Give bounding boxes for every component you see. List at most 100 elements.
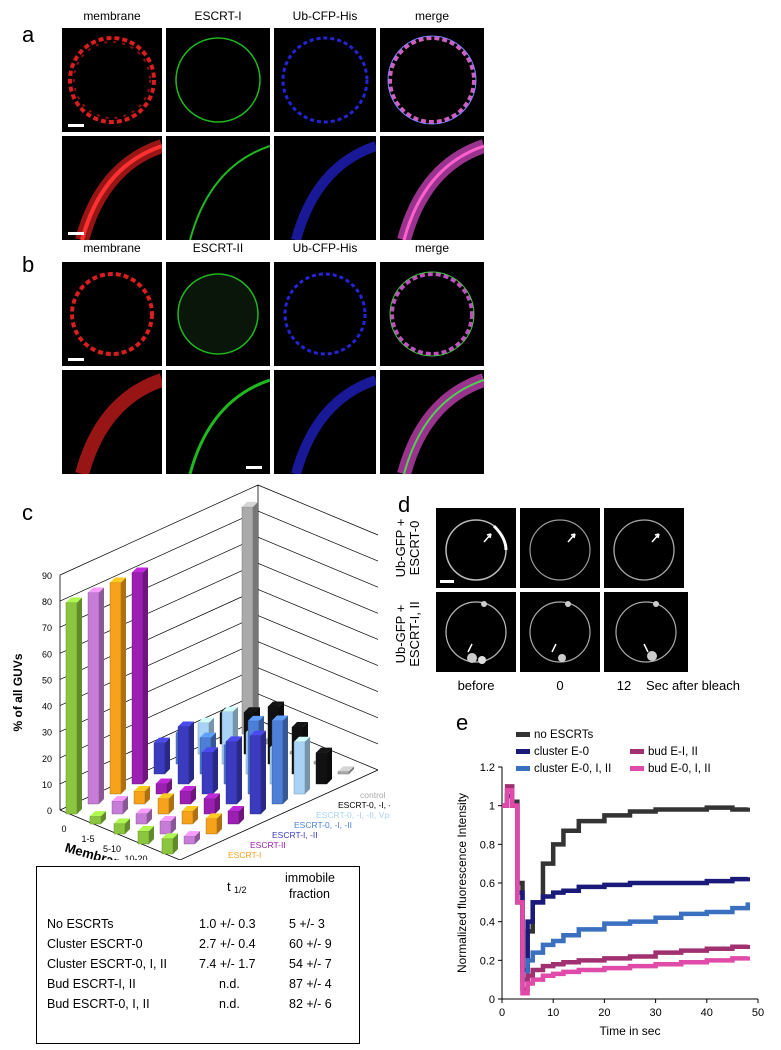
bar [177, 726, 190, 785]
x-axis [59, 809, 181, 860]
y-tick-label: 20 [42, 754, 52, 764]
bar [113, 823, 126, 835]
y-tick-label: 0.4 [480, 917, 495, 929]
bar-top [316, 747, 332, 753]
bar [157, 798, 170, 815]
time-label-0: 0 [556, 678, 564, 693]
y-axis-label: % of all GUVs [11, 653, 25, 731]
bar [205, 818, 218, 835]
bar-top [134, 785, 150, 791]
series-label: ESCRT-0, -I, -II [294, 820, 352, 830]
bar-top [244, 707, 260, 713]
bar-top [182, 805, 198, 811]
frap-escrt0-before [436, 508, 516, 588]
bar-top [66, 597, 82, 603]
gridline [257, 641, 379, 692]
y-tick-label: 70 [42, 623, 52, 633]
table-row-thalf: 7.4 +/- 1.7 [199, 957, 256, 971]
bar-top [110, 577, 126, 583]
bar-side [239, 805, 244, 824]
bar-top [206, 813, 222, 819]
legend-label: cluster E-0 [534, 746, 589, 758]
panel-b-col-membrane: membrane [83, 241, 141, 255]
table-row-thalf: n.d. [219, 997, 240, 1011]
bar [203, 798, 216, 815]
legend-swatch [630, 766, 644, 771]
bar-side [217, 813, 222, 834]
bar-top [204, 793, 220, 799]
row-label-escrt12: Ub-GFP + ESCRT-I, II [393, 601, 422, 667]
frap-escrt12-t0 [520, 592, 600, 672]
gridline [59, 484, 259, 576]
bar [87, 592, 100, 805]
time-axis-label: Sec after bleach [646, 678, 740, 693]
table-row-immobile: 82 +/- 6 [289, 997, 332, 1011]
bar-top [272, 715, 288, 721]
bar [225, 741, 238, 805]
bar-top [156, 778, 172, 784]
bar-side [169, 793, 174, 814]
micrograph-a-ub-zoom [274, 136, 376, 240]
legend-swatch [630, 749, 644, 754]
bar-side [213, 747, 218, 794]
micrograph-b-merge-zoom [380, 370, 484, 474]
panel-a-letter: a [22, 22, 35, 47]
bar [89, 815, 102, 825]
bar [155, 783, 168, 795]
category-label: 1-5 [81, 834, 94, 844]
depth-axis [179, 769, 379, 860]
micrograph-b-escrt2-zoom [166, 370, 270, 474]
panel-a-col-membrane: membrane [83, 9, 141, 23]
y-tick-label: 1 [489, 801, 495, 813]
micrograph-a-membrane-zoom [62, 136, 162, 240]
legend-swatch [516, 749, 530, 754]
series-label: control [360, 790, 386, 800]
gridline [257, 510, 379, 562]
scale-bar [440, 580, 454, 583]
scale-bar [68, 358, 84, 361]
y-tick-label: 10 [42, 780, 52, 790]
bar-top [136, 808, 152, 814]
bar-top [90, 811, 106, 817]
panel-b-col-merge: merge [414, 241, 449, 255]
chart-c: 010203040506070809001-55-1010-20>20Vps20… [11, 484, 390, 860]
y-tick-label: 90 [42, 571, 52, 581]
bar-side [283, 715, 288, 804]
frap-escrt0-t12 [604, 508, 684, 588]
series-label: ESCRT-I, -II [272, 830, 318, 840]
bar-side [193, 805, 198, 824]
frap-escrt0-t0 [520, 508, 600, 588]
bar-side [125, 818, 130, 834]
bar [65, 602, 78, 815]
panel-c-letter: c [22, 500, 33, 525]
bar [161, 838, 174, 855]
table-row-immobile: 60 +/- 9 [289, 937, 332, 951]
bar-side [327, 747, 332, 784]
panel-a-col-escrt: ESCRT-I [194, 9, 242, 23]
bar [183, 835, 196, 845]
panel-a-col-merge: merge [414, 9, 449, 23]
gridline [59, 510, 259, 602]
table-row-label: Cluster ESCRT-0, I, II [47, 957, 167, 971]
bar-side [167, 778, 172, 794]
bar [201, 752, 214, 795]
bar [337, 771, 350, 775]
y-tick-label: 0 [489, 994, 495, 1006]
table-row-label: Bud ESCRT-0, I, II [47, 997, 150, 1011]
series-label: ESCRT-0, -I, -II, Vps20 [316, 810, 390, 820]
scale-bar [428, 630, 435, 633]
bar-side [305, 736, 310, 794]
micrograph-a-escrt1-zoom [166, 136, 270, 240]
table-row-immobile: 87 +/- 4 [289, 977, 332, 991]
chart-e: 0 0.2 0.4 0.6 0.8 1 1.2 0 10 20 30 40 50 Time in sec N… [455, 729, 764, 1038]
bar [153, 742, 166, 775]
bar-top [160, 815, 176, 821]
bar-side [165, 737, 170, 774]
frap-escrt12-before [436, 592, 516, 672]
bar-side [215, 793, 220, 814]
x-tick-label: 30 [649, 1007, 661, 1019]
table-row-label: No ESCRTs [47, 917, 114, 931]
bar-top [132, 567, 148, 573]
bar-side [123, 795, 128, 814]
micrograph-b-membrane [62, 262, 162, 366]
